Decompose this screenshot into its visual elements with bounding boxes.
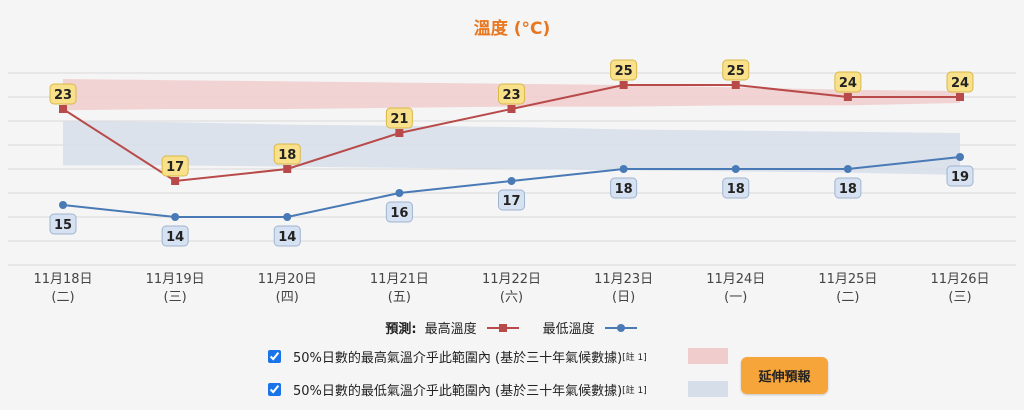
min-temp-point bbox=[171, 213, 180, 221]
max-temp-data-label: 23 bbox=[54, 88, 72, 103]
max-temp-point bbox=[731, 81, 740, 89]
toggle-min-band-row: 50%日數的最低氣溫介乎此範圍內 (基於三十年氣候數據) [註 1] bbox=[268, 380, 647, 399]
min-band-swatch bbox=[688, 381, 728, 397]
max-temp-label-box bbox=[946, 71, 974, 93]
toggle-min-band-label: 50%日數的最低氣溫介乎此範圍內 (基於三十年氣候數據) bbox=[293, 384, 623, 399]
min-temp-data-label: 18 bbox=[727, 182, 745, 197]
max-temp-label-box bbox=[610, 59, 638, 81]
min-temp-point bbox=[619, 165, 628, 173]
min-temp-point bbox=[507, 177, 516, 185]
min-temp-label-box bbox=[834, 177, 862, 199]
min-temp-point bbox=[283, 213, 292, 221]
min-temp-label-box bbox=[273, 225, 301, 247]
x-tick-weekday: (二) bbox=[51, 290, 74, 305]
max-temp-label-box bbox=[722, 59, 750, 81]
max-temp-point bbox=[956, 93, 964, 101]
note-1-link[interactable]: [註 1] bbox=[622, 386, 647, 396]
min-temp-band bbox=[63, 121, 960, 175]
min-temp-label-box bbox=[385, 201, 413, 223]
min-temp-label-box bbox=[161, 225, 189, 247]
max-temp-point bbox=[171, 177, 180, 185]
x-tick-date: 11月18日 bbox=[33, 272, 92, 287]
legend-max-line-icon bbox=[486, 323, 519, 332]
x-tick-date: 11月24日 bbox=[706, 272, 765, 287]
min-temp-point bbox=[731, 165, 740, 173]
min-temp-point bbox=[843, 165, 852, 173]
min-temp-label-box bbox=[722, 177, 750, 199]
legend-min-line-icon bbox=[604, 323, 637, 332]
min-temp-data-label: 19 bbox=[951, 170, 969, 185]
max-temp-data-label: 23 bbox=[502, 88, 520, 103]
max-temp-data-label: 24 bbox=[839, 76, 857, 91]
max-temp-label-box bbox=[273, 143, 301, 165]
x-tick-date: 11月26日 bbox=[930, 272, 989, 287]
max-temp-point bbox=[619, 81, 628, 89]
min-temp-data-label: 15 bbox=[54, 218, 72, 233]
max-temp-data-label: 25 bbox=[615, 64, 633, 79]
toggle-max-band-checkbox[interactable] bbox=[268, 350, 281, 363]
min-temp-label-box bbox=[610, 177, 638, 199]
max-temp-label-box bbox=[385, 107, 413, 129]
min-temp-label-box bbox=[498, 189, 525, 211]
toggle-min-band-checkbox[interactable] bbox=[268, 383, 281, 396]
x-tick-weekday: (三) bbox=[948, 290, 971, 305]
x-tick-weekday: (五) bbox=[388, 290, 411, 305]
min-temp-data-label: 14 bbox=[166, 230, 184, 245]
min-temp-data-label: 16 bbox=[390, 206, 408, 221]
legend-prefix: 預測: bbox=[385, 322, 417, 337]
max-temp-label-box bbox=[834, 71, 862, 93]
x-tick-date: 11月22日 bbox=[482, 272, 541, 287]
legend-min-label: 最低溫度 bbox=[542, 322, 595, 337]
toggle-max-band-label: 50%日數的最高氣溫介乎此範圍內 (基於三十年氣候數據) bbox=[293, 351, 623, 366]
min-temp-data-label: 18 bbox=[839, 182, 857, 197]
max-temp-label-box bbox=[49, 83, 77, 105]
x-tick-date: 11月21日 bbox=[370, 272, 429, 287]
x-tick-weekday: (一) bbox=[724, 290, 747, 305]
chart-legend: 預測: 最高溫度 最低溫度 bbox=[0, 318, 1024, 337]
min-temp-label-box bbox=[49, 213, 77, 235]
min-temp-point bbox=[59, 201, 67, 209]
x-tick-date: 11月23日 bbox=[594, 272, 653, 287]
min-temp-data-label: 17 bbox=[502, 194, 520, 209]
x-tick-weekday: (二) bbox=[836, 290, 859, 305]
x-tick-date: 11月19日 bbox=[146, 272, 205, 287]
legend-max-label: 最高溫度 bbox=[424, 322, 477, 337]
max-temp-data-label: 25 bbox=[727, 64, 745, 79]
chart-title: 溫度 (°C) bbox=[473, 19, 551, 39]
max-temp-data-label: 17 bbox=[166, 160, 184, 175]
max-temp-data-label: 18 bbox=[278, 148, 296, 163]
toggle-max-band-row: 50%日數的最高氣溫介乎此範圍內 (基於三十年氣候數據) [註 1] bbox=[268, 347, 647, 366]
note-1-link[interactable]: [註 1] bbox=[622, 353, 647, 363]
max-temp-point bbox=[59, 105, 67, 113]
max-temp-data-label: 24 bbox=[951, 76, 969, 91]
min-temp-label-box bbox=[946, 165, 974, 187]
temperature-chart: 23 17 18 21 23 25 25 24 24 15 14 14 16 17 18 18 18 19 11月… bbox=[8, 59, 1016, 305]
min-temp-point bbox=[956, 153, 964, 161]
max-temp-point bbox=[843, 93, 852, 101]
max-temp-point bbox=[283, 165, 292, 173]
max-temp-point bbox=[395, 129, 404, 137]
x-tick-date: 11月20日 bbox=[258, 272, 317, 287]
extended-forecast-button[interactable]: 延伸預報 bbox=[741, 357, 828, 394]
max-temp-label-box bbox=[161, 155, 189, 177]
min-temp-data-label: 14 bbox=[278, 230, 296, 245]
x-tick-weekday: (四) bbox=[276, 290, 299, 305]
x-tick-date: 11月25日 bbox=[818, 272, 877, 287]
x-tick-weekday: (三) bbox=[164, 290, 187, 305]
max-band-swatch bbox=[688, 348, 728, 364]
min-temp-data-label: 18 bbox=[615, 182, 633, 197]
x-tick-weekday: (日) bbox=[612, 290, 635, 305]
max-temp-label-box bbox=[498, 83, 525, 105]
min-temp-point bbox=[395, 189, 404, 197]
max-temp-data-label: 21 bbox=[390, 112, 408, 127]
max-temp-point bbox=[507, 105, 516, 113]
x-tick-weekday: (六) bbox=[500, 290, 523, 305]
